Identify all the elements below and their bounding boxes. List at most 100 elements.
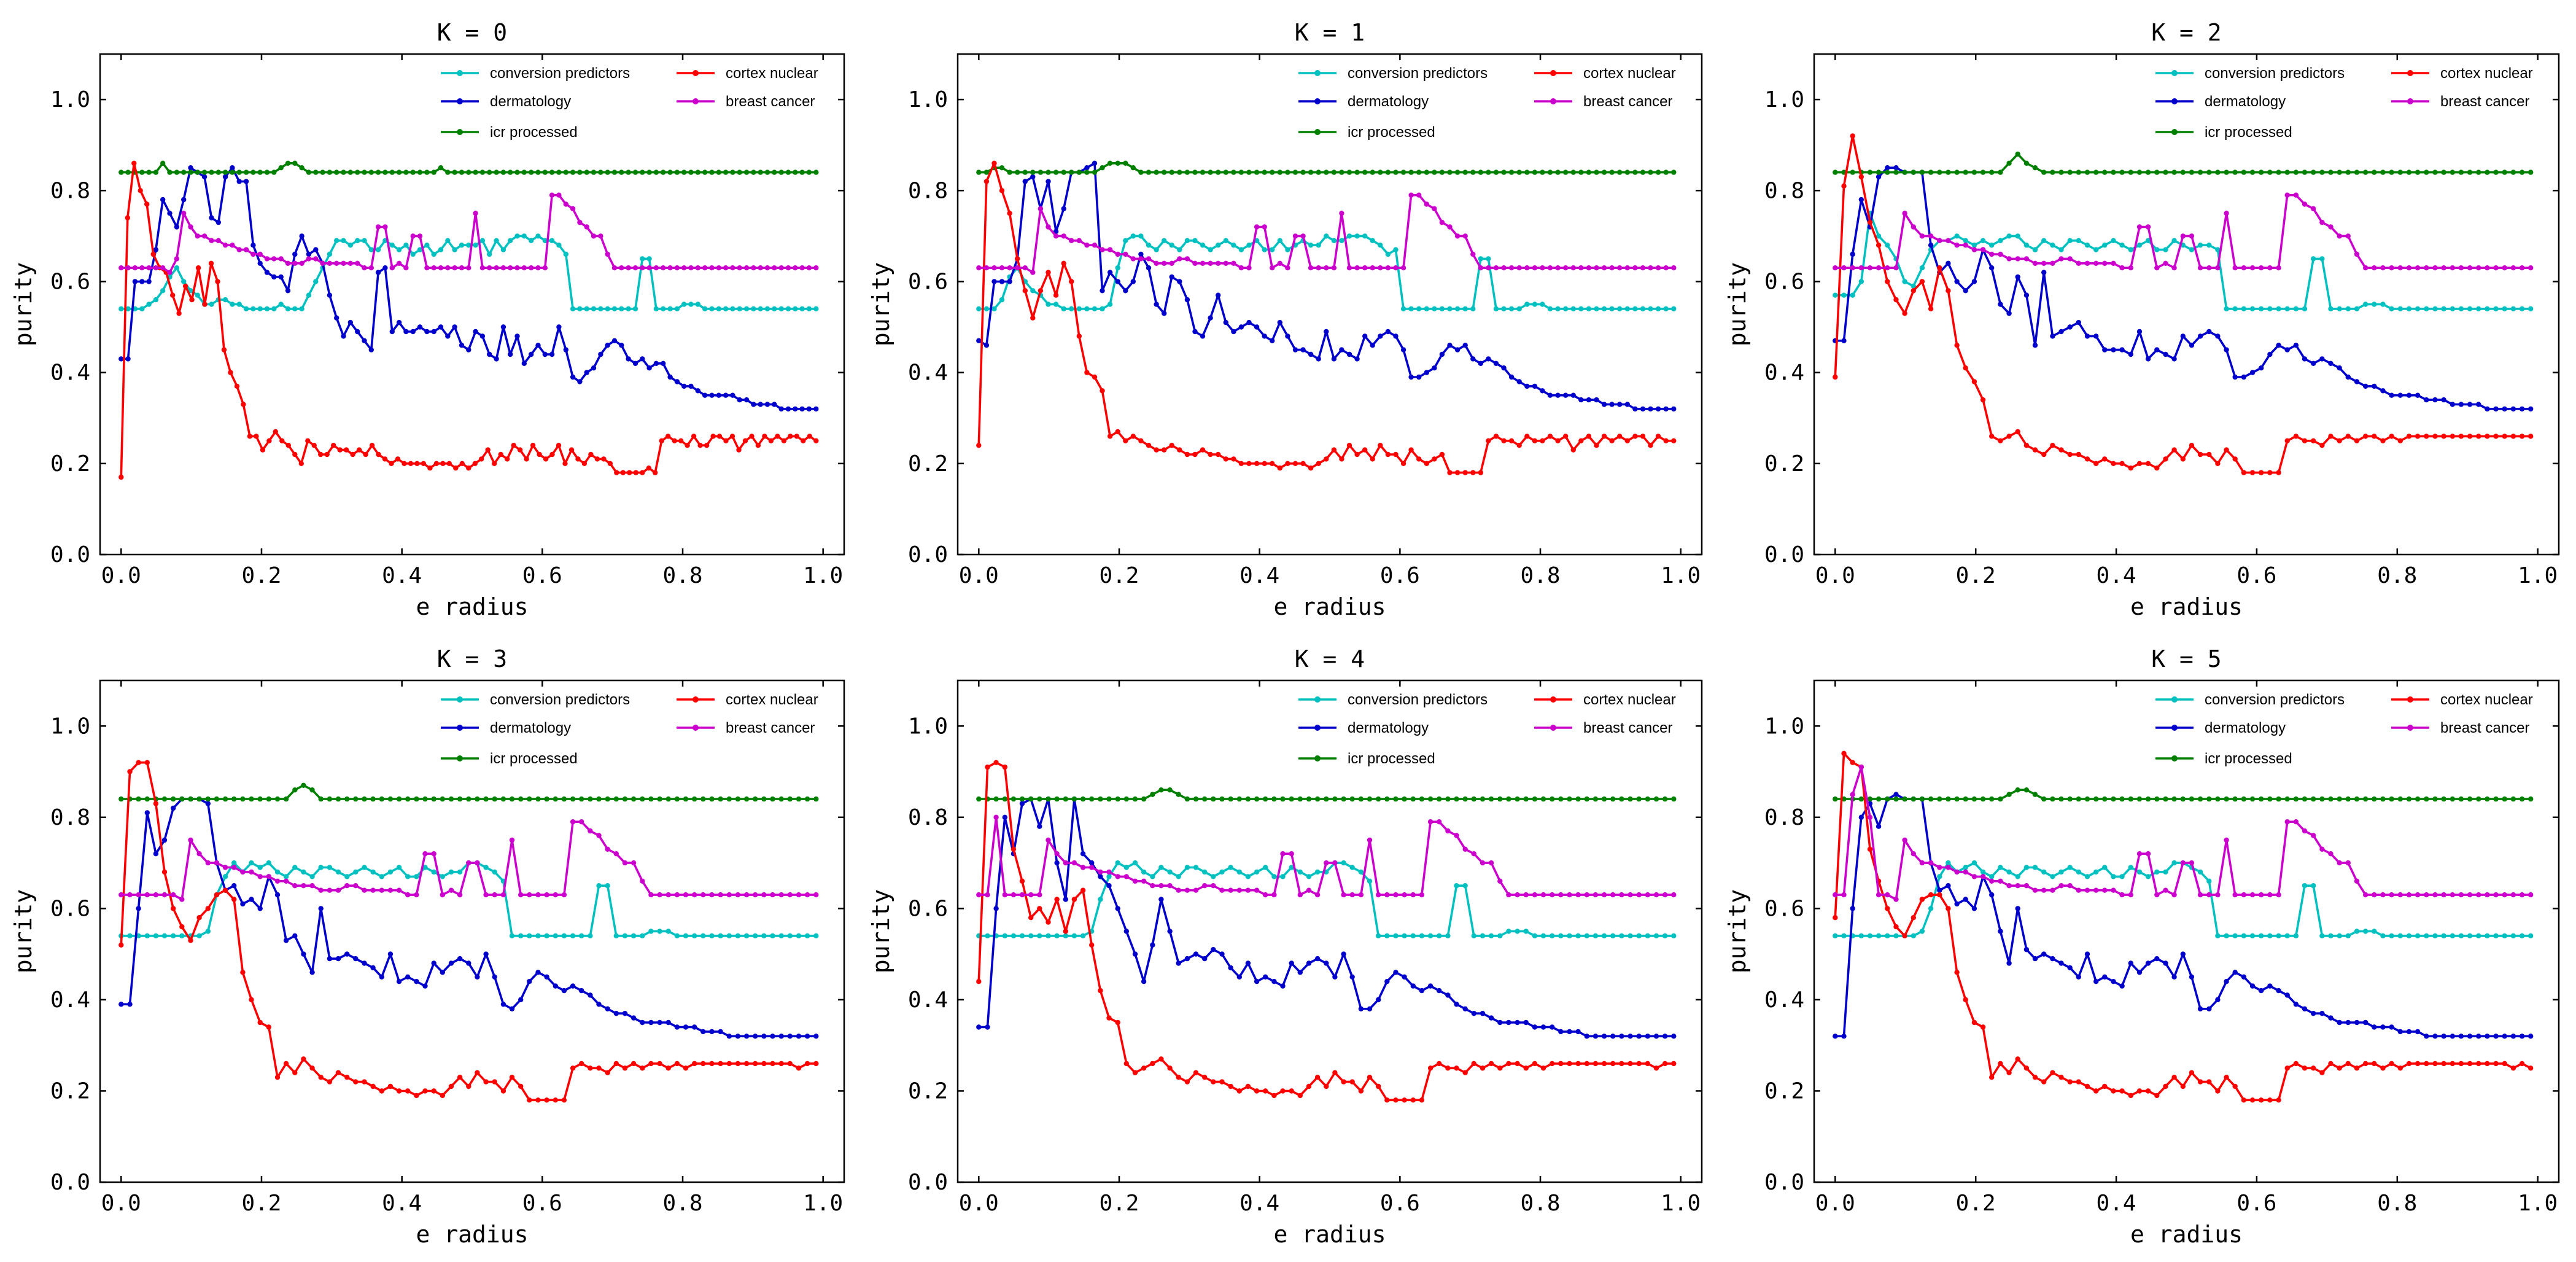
data-point: [2145, 461, 2151, 466]
legend-marker: [1550, 725, 1556, 731]
data-point: [2406, 306, 2412, 312]
legend-item-icr-processed: icr processed: [2155, 750, 2292, 767]
data-point: [508, 265, 513, 271]
data-point: [452, 324, 457, 330]
data-point: [1123, 874, 1130, 879]
data-point: [2050, 796, 2055, 802]
data-point: [2276, 306, 2281, 312]
data-point: [1046, 919, 1051, 925]
data-point: [2458, 402, 2464, 407]
data-point: [1515, 1061, 1520, 1067]
data-point: [1061, 260, 1066, 266]
data-point: [427, 465, 433, 471]
data-point: [353, 956, 359, 962]
data-point: [1980, 874, 1986, 879]
data-point: [457, 956, 463, 962]
data-point: [1362, 333, 1368, 339]
data-point: [2093, 869, 2099, 875]
data-point: [1106, 883, 1112, 889]
data-point: [1478, 169, 1483, 175]
data-point: [2372, 383, 2377, 389]
data-point: [2424, 169, 2429, 175]
data-point: [160, 265, 166, 271]
data-point: [2302, 356, 2308, 362]
data-point: [1578, 265, 1584, 271]
data-point: [588, 1065, 593, 1071]
data-point: [2311, 256, 2316, 262]
data-point: [1053, 233, 1059, 239]
data-point: [702, 392, 708, 398]
data-point: [1184, 865, 1190, 870]
data-point: [1432, 169, 1437, 175]
data-point: [561, 1097, 567, 1103]
data-point: [174, 265, 180, 271]
data-point: [500, 169, 506, 175]
data-point: [1324, 233, 1329, 239]
data-point: [1523, 892, 1529, 898]
data-point: [1671, 1061, 1677, 1067]
y-tick-label: 0.0: [908, 542, 948, 567]
data-point: [2232, 306, 2238, 312]
data-point: [2284, 992, 2290, 998]
data-point: [389, 461, 394, 466]
data-point: [1208, 169, 1213, 175]
data-point: [1653, 796, 1659, 802]
data-point: [2302, 883, 2308, 889]
data-point: [781, 438, 787, 443]
data-point: [796, 1065, 802, 1071]
data-point: [700, 892, 706, 898]
data-point: [2015, 787, 2020, 793]
data-point: [2171, 169, 2177, 175]
y-tick-label: 0.6: [1764, 896, 1804, 921]
data-point: [249, 869, 254, 875]
data-point: [683, 892, 689, 898]
data-point: [153, 801, 159, 806]
data-point: [2023, 865, 2030, 870]
data-point: [2206, 1006, 2212, 1012]
data-point: [619, 169, 624, 175]
data-point: [1663, 265, 1669, 271]
y-tick-label: 0.2: [908, 1078, 948, 1104]
y-axis-label: purity: [1724, 262, 1751, 346]
data-point: [2432, 892, 2438, 898]
series-conversion-predictors: [1833, 211, 2534, 312]
data-point: [1610, 892, 1616, 898]
data-point: [648, 796, 654, 802]
data-point: [1645, 892, 1650, 898]
legend-label: icr processed: [1348, 124, 1435, 141]
data-point: [2171, 1075, 2177, 1080]
data-point: [2293, 169, 2299, 175]
data-point: [1594, 443, 1599, 448]
data-point: [1162, 169, 1167, 175]
data-point: [1662, 1034, 1668, 1039]
data-point: [1211, 874, 1216, 879]
data-point: [2015, 151, 2020, 157]
data-point: [1532, 169, 1538, 175]
data-point: [601, 456, 607, 462]
data-point: [579, 1061, 584, 1067]
data-point: [2485, 933, 2490, 939]
data-point: [1648, 306, 1653, 312]
data-point: [2319, 443, 2325, 448]
data-point: [709, 933, 715, 939]
data-point: [1989, 243, 1995, 248]
data-point: [1349, 892, 1355, 898]
data-point: [753, 933, 758, 939]
data-point: [2023, 947, 2030, 952]
data-point: [1540, 302, 1545, 307]
legend-item-breast-cancer: breast cancer: [1534, 93, 1672, 110]
data-point: [1911, 288, 1916, 294]
data-point: [368, 347, 374, 353]
data-point: [2259, 365, 2264, 371]
data-point: [2224, 169, 2229, 175]
data-point: [1902, 211, 1907, 216]
data-point: [2076, 169, 2081, 175]
data-point: [379, 887, 384, 893]
data-point: [1885, 892, 1890, 898]
data-point: [118, 169, 124, 175]
data-point: [2458, 933, 2464, 939]
data-point: [205, 929, 211, 934]
data-point: [271, 306, 277, 312]
data-point: [2406, 265, 2412, 271]
data-point: [1022, 179, 1028, 184]
